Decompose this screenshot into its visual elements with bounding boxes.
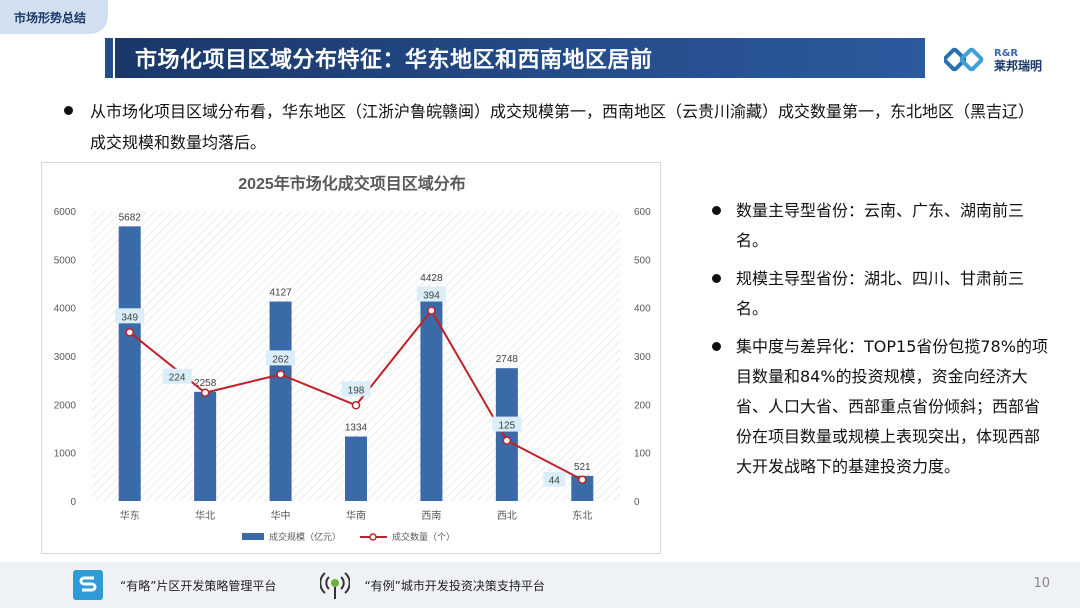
logo-text-top: R&R (994, 48, 1019, 59)
side-point-text: 规模主导型省份：湖北、四川、甘肃前三名。 (736, 269, 1025, 318)
legend-bar-swatch (242, 533, 264, 540)
category-tick-label: 东北 (572, 509, 592, 522)
bar (345, 436, 367, 501)
category-tick-label: 华中 (271, 509, 291, 522)
side-points: 数量主导型省份：云南、广东、湖南前三名。 规模主导型省份：湖北、四川、甘肃前三名… (708, 196, 1053, 490)
category-tick-label: 西南 (421, 509, 441, 522)
line-label-box (115, 308, 145, 324)
logo-text-bottom: 莱邦瑞明 (994, 59, 1043, 73)
right-axis-tick-label: 500 (634, 255, 651, 266)
bar-data-label: 4127 (269, 288, 292, 299)
bar-data-label: 5682 (119, 212, 142, 223)
footer-platform-2: “有例”城市开发投资决策支持平台 (320, 569, 545, 601)
bullet-dot-icon (712, 342, 721, 351)
bar-data-label: 2258 (194, 378, 217, 389)
bar (269, 301, 292, 501)
title-accent (105, 38, 113, 78)
bar-data-label: 521 (574, 462, 591, 473)
bullet-dot-icon (712, 206, 721, 215)
left-axis-tick-label: 2000 (54, 400, 77, 411)
bar (495, 368, 518, 501)
left-axis-tick-label: 6000 (54, 207, 77, 218)
side-point-text: 数量主导型省份：云南、广东、湖南前三名。 (736, 201, 1025, 250)
footer: “有略”片区开发策略管理平台 “有例”城市开发投资决策支持平台 (0, 562, 1080, 608)
line-point (125, 328, 134, 337)
bar (571, 475, 594, 501)
line-data-label: 198 (348, 385, 365, 396)
side-point: 集中度与差异化：TOP15省份包揽78%的项目数量和84%的投资规模，资金向经济… (708, 332, 1053, 482)
intro-text: 从市场化项目区域分布看，华东地区（江浙沪鲁皖赣闽）成交规模第一，西南地区（云贵川… (90, 102, 1035, 152)
line-label-box (543, 471, 566, 487)
left-axis-tick-label: 3000 (54, 352, 77, 363)
side-point-text: 集中度与差异化：TOP15省份包揽78%的项目数量和84%的投资规模，资金向经济… (736, 337, 1048, 476)
line-point (200, 388, 210, 397)
chart-container: 2025年市场化成交项目区域分布 0 1000 2000 3000 4000 5000 600… (41, 162, 661, 554)
line-point (276, 370, 285, 379)
legend-line-marker (369, 533, 377, 541)
right-axis-tick-label: 200 (634, 400, 651, 411)
bar (118, 226, 141, 501)
bar (420, 286, 443, 501)
line-data-label: 349 (121, 312, 138, 323)
line-label-box (266, 350, 296, 366)
section-tab-label: 市场形势总结 (14, 10, 87, 25)
line-data-label: 394 (423, 291, 440, 302)
category-tick-label: 华北 (195, 509, 215, 522)
right-axis-tick-label: 600 (634, 207, 651, 218)
bar (194, 391, 217, 501)
section-tab: 市场形势总结 (0, 0, 108, 34)
page-title: 市场化项目区域分布特征：华东地区和西南地区居前 (135, 48, 653, 73)
page-number: 10 (1033, 576, 1050, 591)
left-axis-tick-label: 0 (70, 497, 76, 508)
bullet-dot-icon (712, 274, 721, 283)
side-point: 数量主导型省份：云南、广东、湖南前三名。 (708, 196, 1053, 256)
legend-label: 成交规模（亿元） (269, 531, 341, 542)
legend-label: 成交数量（个） (392, 531, 455, 542)
line-data-label: 224 (169, 373, 186, 384)
platform-s-icon (73, 570, 103, 600)
line-label-box (492, 416, 522, 432)
line-point (502, 436, 512, 445)
intro-bullet: 从市场化项目区域分布看，华东地区（江浙沪鲁皖赣闽）成交规模第一，西南地区（云贵川… (64, 96, 1044, 158)
bullet-dot-icon (64, 106, 73, 115)
left-axis-tick-label: 4000 (54, 304, 77, 315)
title-bar: 市场化项目区域分布特征：华东地区和西南地区居前 (115, 38, 925, 78)
category-tick-label: 华南 (346, 509, 366, 522)
bar-data-label: 2748 (496, 354, 519, 365)
line-label-box (341, 381, 371, 397)
line-label-box (416, 286, 446, 302)
line-point (427, 306, 436, 315)
right-axis-tick-label: 100 (634, 449, 651, 460)
line-point (578, 475, 587, 484)
right-axis-tick-label: 400 (634, 304, 651, 315)
line-data-label: 262 (272, 354, 289, 365)
side-point: 规模主导型省份：湖北、四川、甘肃前三名。 (708, 264, 1053, 324)
right-axis-tick-label: 300 (634, 352, 651, 363)
platform-signal-icon (320, 572, 351, 599)
line-data-label: 125 (499, 421, 516, 432)
right-axis-tick-label: 0 (634, 497, 640, 508)
line-data-label: 44 (549, 476, 561, 487)
left-axis-tick-label: 5000 (54, 255, 77, 266)
logo-mark-icon (944, 47, 984, 72)
footer-platform-2-label: “有例”城市开发投资决策支持平台 (364, 578, 545, 593)
line-label-box (162, 368, 192, 384)
company-logo: R&R 莱邦瑞明 (944, 44, 1054, 76)
chart-title: 2025年市场化成交项目区域分布 (238, 174, 466, 193)
region-chart: 2025年市场化成交项目区域分布010002000300040005000600… (54, 174, 651, 542)
left-axis-tick-label: 1000 (54, 449, 77, 460)
footer-platform-1: “有略”片区开发策略管理平台 (72, 569, 276, 601)
bar-data-label: 1334 (345, 423, 368, 434)
line-point (351, 401, 361, 410)
bar-data-label: 4428 (420, 273, 443, 284)
footer-platform-1-label: “有略”片区开发策略管理平台 (120, 578, 277, 593)
category-tick-label: 西北 (497, 510, 517, 522)
category-tick-label: 华东 (120, 509, 140, 522)
